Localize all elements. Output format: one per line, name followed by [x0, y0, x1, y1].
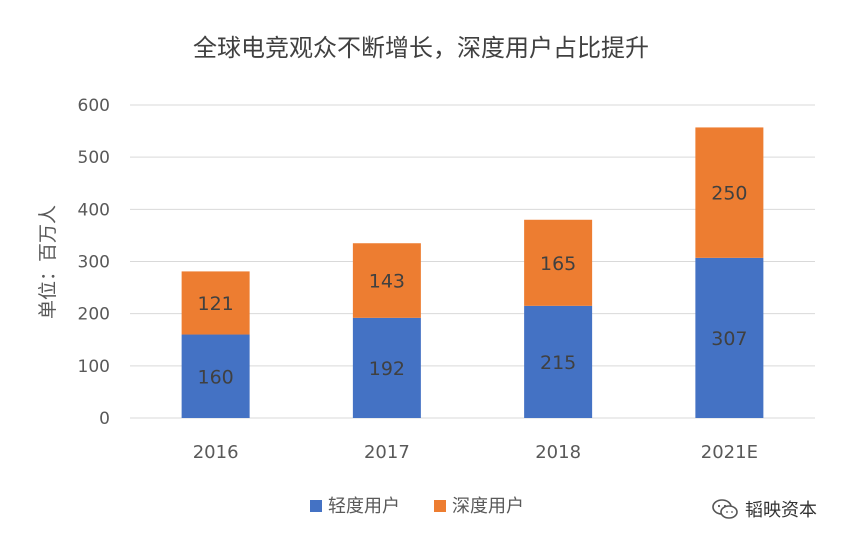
y-tick-label: 100	[78, 357, 110, 377]
x-tick-label: 2016	[193, 442, 239, 463]
data-label: 307	[711, 328, 747, 350]
x-tick-label: 2021E	[701, 442, 758, 463]
wechat-icon	[712, 499, 738, 519]
chart-title: 全球电竞观众不断增长，深度用户占比提升	[193, 34, 649, 62]
legend-label: 深度用户	[452, 496, 524, 517]
x-tick-label: 2017	[364, 442, 410, 463]
watermark: 韬映资本	[711, 496, 817, 522]
x-tick-label: 2018	[535, 442, 581, 463]
y-tick-label: 400	[78, 200, 110, 220]
data-label: 250	[711, 183, 747, 205]
bar-segment	[352, 243, 421, 318]
y-tick-label: 300	[78, 253, 110, 273]
bar-segment	[181, 271, 250, 335]
data-label: 192	[369, 358, 405, 380]
bars: 160 121 192 143 215 165 307 250	[181, 127, 764, 418]
legend-swatch	[310, 500, 322, 512]
bar-segment	[695, 257, 764, 418]
data-label: 143	[369, 271, 405, 293]
bar-segment	[524, 305, 593, 418]
y-tick-labels: 0 100 200 300 400 500 600	[78, 96, 110, 429]
bar-segment	[352, 317, 421, 418]
y-axis-label: 单位：百万人	[37, 205, 59, 319]
bar-segment	[524, 219, 593, 306]
y-tick-label: 0	[99, 409, 110, 429]
legend: 轻度用户 深度用户	[310, 496, 524, 517]
x-tick-labels: 2016 2017 2018 2021E	[193, 442, 758, 463]
data-label: 121	[197, 293, 233, 315]
watermark-text: 韬映资本	[745, 500, 817, 521]
bar-segment	[181, 334, 250, 418]
data-label: 165	[540, 253, 576, 275]
legend-label: 轻度用户	[328, 496, 400, 517]
data-label: 160	[197, 366, 233, 388]
data-label: 215	[540, 352, 576, 374]
y-tick-label: 200	[78, 305, 110, 325]
legend-swatch	[434, 500, 446, 512]
y-tick-label: 500	[78, 148, 110, 168]
y-tick-label: 600	[78, 96, 110, 116]
bar-segment	[695, 127, 764, 258]
